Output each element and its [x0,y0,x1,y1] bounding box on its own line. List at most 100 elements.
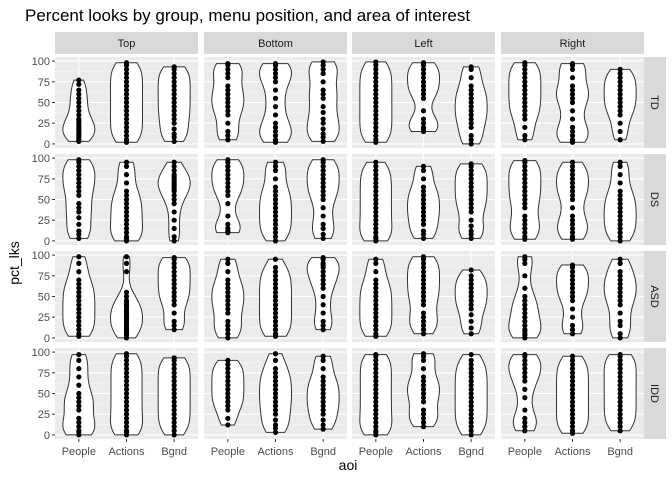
data-point [76,87,82,93]
data-point [373,366,379,372]
data-point [617,310,623,316]
data-point [522,374,528,380]
data-point [123,95,130,101]
data-point [171,415,177,421]
data-point [171,370,177,376]
data-point [225,104,231,110]
data-point [617,163,623,169]
data-point [522,357,528,363]
data-point [468,91,474,97]
data-point [171,64,177,70]
data-point [272,104,279,110]
data-point [373,331,379,337]
data-point [320,318,326,324]
data-point [171,318,177,324]
data-point [320,277,326,283]
data-point [522,157,528,164]
data-point [373,327,379,333]
data-point [320,269,326,275]
data-point [522,322,528,329]
data-point [522,116,528,122]
data-point [76,424,82,430]
data-point [225,378,231,384]
data-point [420,95,427,101]
data-point [171,281,177,287]
data-point [76,399,82,405]
data-point [76,209,82,215]
data-point [617,302,623,308]
data-point [123,378,130,384]
data-point [468,184,474,190]
data-point [468,201,474,207]
data-point [320,411,326,417]
data-point [272,137,279,143]
data-point [569,314,576,320]
data-point [225,163,231,169]
data-point [617,298,623,304]
data-point [569,137,576,143]
data-point [320,426,326,432]
y-tick-label: 0 [44,333,50,345]
data-point [569,91,576,97]
data-point [569,424,576,430]
y-tick-label: 100 [32,153,50,165]
data-point [373,213,379,219]
data-point [225,157,231,163]
data-point [522,366,528,372]
data-point [420,415,427,421]
data-point [171,138,177,145]
data-point [320,79,326,85]
row-strip-asd [644,251,666,342]
data-point [420,374,427,380]
data-point [123,403,130,409]
data-point [320,357,326,363]
data-point [320,167,326,174]
data-point [420,188,427,194]
violin-bgnd [306,61,340,142]
data-point [522,327,528,333]
x-tick-label: Bgnd [458,446,484,458]
data-point [373,87,379,93]
data-point [272,306,279,312]
data-point [373,75,379,81]
data-point [123,419,130,426]
data-point [617,205,623,211]
data-point [225,99,231,106]
data-point [76,351,82,358]
data-point [420,382,427,388]
data-point [522,318,528,324]
data-point [420,419,427,426]
data-point [320,403,326,409]
data-point [569,399,576,405]
data-point [373,234,379,240]
data-point [373,116,379,122]
data-point [617,66,623,72]
x-tick-label: Bgnd [161,446,187,458]
data-point [373,192,379,198]
data-point [468,108,474,114]
data-point [617,390,623,397]
data-point [569,87,576,93]
data-point [123,91,130,97]
data-point [272,285,279,291]
data-point [123,269,130,275]
data-point [76,201,82,207]
data-point [272,95,279,101]
data-point [468,357,474,363]
data-point [569,99,576,106]
data-point [320,87,326,93]
data-point [468,390,474,397]
data-point [225,415,231,421]
data-point [569,293,576,300]
x-tick-label: Actions [257,446,294,458]
data-point [123,234,130,240]
data-point [468,281,474,287]
data-point [522,163,528,169]
data-point [123,386,130,392]
data-point [272,269,279,275]
data-point [617,128,623,135]
data-point [320,231,326,237]
x-tick-label: Actions [554,446,591,458]
data-point [569,172,576,178]
